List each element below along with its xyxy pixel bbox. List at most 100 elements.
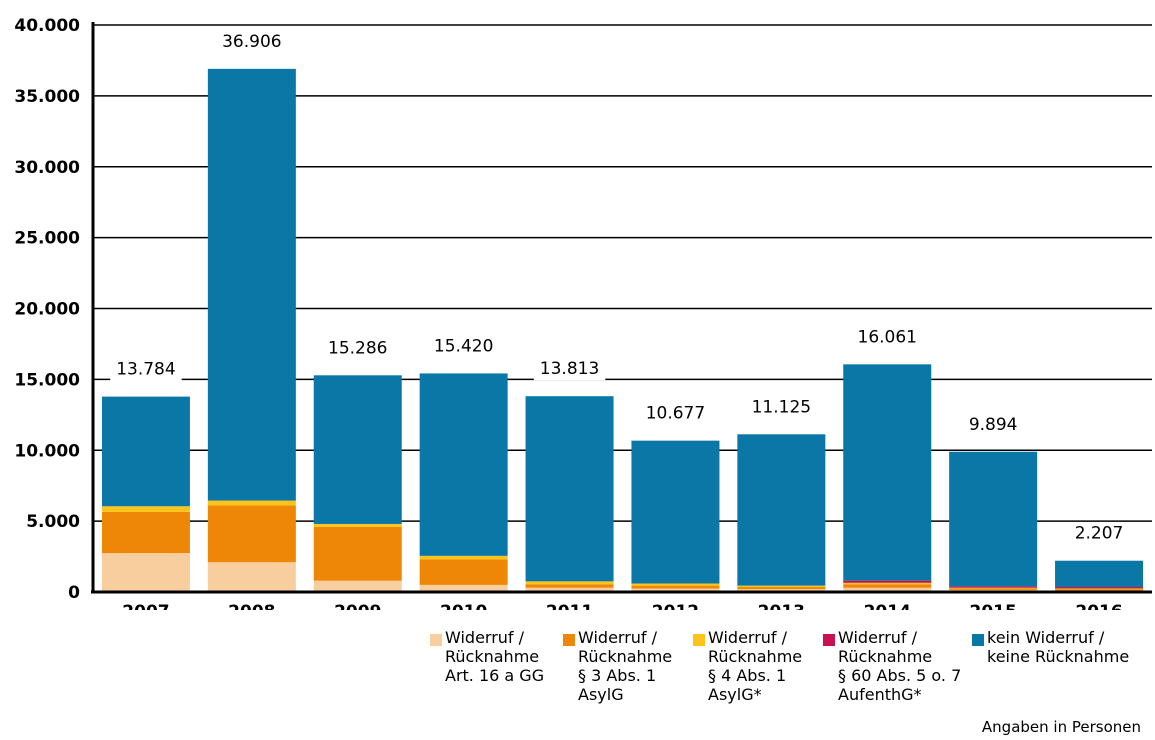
legend-label: Widerruf / Rücknahme § 60 Abs. 5 o. 7 Au… [838, 628, 961, 704]
x-tick-label: 2011 [546, 602, 593, 610]
bar-segment [631, 440, 720, 584]
legend-line: § 3 Abs. 1 [578, 666, 657, 685]
legend-line: AsylG [578, 685, 624, 704]
y-tick-label: 20.000 [14, 300, 80, 320]
bar-segment [631, 583, 720, 586]
legend-label: Widerruf / Rücknahme § 3 Abs. 1 AsylG [578, 628, 672, 704]
bar-total-label: 2.207 [1075, 524, 1124, 544]
bar-segment [949, 586, 1038, 588]
bar-segment [1055, 587, 1144, 589]
legend-line: kein Widerruf / [987, 628, 1105, 647]
bar-total-label-bg [962, 413, 1024, 436]
bar-segment [101, 506, 190, 512]
x-tick-label: 2014 [864, 602, 911, 610]
bar-total-label: 36.906 [222, 32, 281, 52]
bar-total-label-bg [851, 326, 923, 349]
bar-segment [207, 500, 296, 506]
bar-segment [525, 581, 614, 585]
y-tick-label: 5.000 [26, 512, 80, 532]
bar-total-label-bg [427, 335, 500, 358]
x-tick-label: 2015 [969, 602, 1016, 610]
bar-total-label-bg [639, 402, 712, 425]
bar-total-label-bg [322, 337, 394, 360]
bar-segment [1055, 588, 1144, 590]
x-tick-label: 2012 [652, 602, 699, 610]
x-tick-label: 2007 [122, 602, 169, 610]
y-tick-label: 35.000 [14, 87, 80, 107]
bar-segment [843, 364, 932, 581]
bar-segment [843, 584, 932, 588]
bar-total-label: 15.286 [328, 338, 387, 358]
bar-segment [843, 582, 932, 585]
bar-segment [419, 555, 508, 560]
y-tick-label: 15.000 [14, 370, 80, 390]
legend-swatch [563, 634, 575, 646]
bar-total-label-bg [216, 30, 288, 53]
bars [101, 68, 1144, 592]
bar-segment [843, 587, 932, 592]
legend-swatch [693, 634, 705, 646]
legend-line: Widerruf / [445, 628, 525, 647]
y-tick-label: 25.000 [14, 229, 80, 249]
bar-total-label-bg [1068, 522, 1130, 545]
bar-segment [207, 68, 296, 501]
legend-line: Widerruf / [578, 628, 658, 647]
legend-item-par60: Widerruf / Rücknahme § 60 Abs. 5 o. 7 Au… [823, 628, 961, 704]
bar-segment [313, 375, 402, 524]
bar-segment [101, 511, 190, 554]
legend-line: Rücknahme [708, 647, 803, 666]
bar-total-label: 15.420 [434, 336, 493, 356]
legend-line: Rücknahme [578, 647, 673, 666]
legend-line: AufenthG* [838, 685, 922, 704]
x-tick-label: 2016 [1075, 602, 1122, 610]
axes [91, 22, 1152, 594]
legend-label: Widerruf / Rücknahme Art. 16 a GG [445, 628, 544, 685]
legend-swatch [430, 634, 442, 646]
y-tick-label: 10.000 [14, 441, 80, 461]
legend-item-kein-widerruf: kein Widerruf / keine Rücknahme [972, 628, 1129, 666]
legend-line: Art. 16 a GG [445, 666, 545, 685]
bar-total-label: 13.813 [540, 359, 599, 379]
legend-line: Widerruf / [708, 628, 788, 647]
bar-segment [949, 451, 1038, 587]
bar-segment [737, 434, 826, 586]
bar-segment [101, 396, 190, 507]
bar-segment [843, 580, 932, 583]
bar-segment [207, 562, 296, 592]
bar-segment [207, 505, 296, 563]
bar-total-label-bg [745, 396, 818, 419]
x-tick-label: 2008 [228, 602, 275, 610]
bar-segment [525, 584, 614, 588]
legend-line: § 60 Abs. 5 o. 7 [838, 666, 962, 685]
bar-segment [1055, 589, 1144, 591]
legend-swatch [823, 634, 835, 646]
labels: 0 5.000 10.000 15.000 20.000 25.000 30.000 35.0… [14, 16, 1130, 610]
bar-total-label: 16.061 [858, 327, 917, 347]
bar-segment [737, 587, 826, 590]
legend-item-art16a: Widerruf / Rücknahme Art. 16 a GG [430, 628, 544, 685]
legend-line: Rücknahme [445, 647, 540, 666]
bar-segment [525, 396, 614, 582]
legend-item-par3: Widerruf / Rücknahme § 3 Abs. 1 AsylG [563, 628, 672, 704]
y-tick-label: 40.000 [14, 16, 80, 36]
bar-segment [419, 584, 508, 592]
bar-total-label: 10.677 [646, 404, 705, 424]
bar-segment [949, 588, 1038, 590]
bar-total-label: 13.784 [116, 360, 175, 380]
bar-total-label-bg [110, 358, 182, 381]
bar-total-label: 9.894 [969, 415, 1018, 435]
legend-line: keine Rücknahme [987, 647, 1130, 666]
legend-item-par4: Widerruf / Rücknahme § 4 Abs. 1 AsylG* [693, 628, 802, 704]
bar-segment [313, 580, 402, 592]
bar-segment [419, 373, 508, 556]
legend-swatch [972, 634, 984, 646]
legend-label: Widerruf / Rücknahme § 4 Abs. 1 AsylG* [708, 628, 802, 704]
bar-total-label-bg [533, 358, 606, 381]
legend: Widerruf / Rücknahme Art. 16 a GG Widerr… [0, 628, 1155, 718]
y-tick-label: 0 [68, 583, 80, 603]
bar-segment [525, 587, 614, 592]
bar-segment [1055, 560, 1144, 588]
bar-segment [419, 559, 508, 585]
x-tick-label: 2010 [440, 602, 487, 610]
